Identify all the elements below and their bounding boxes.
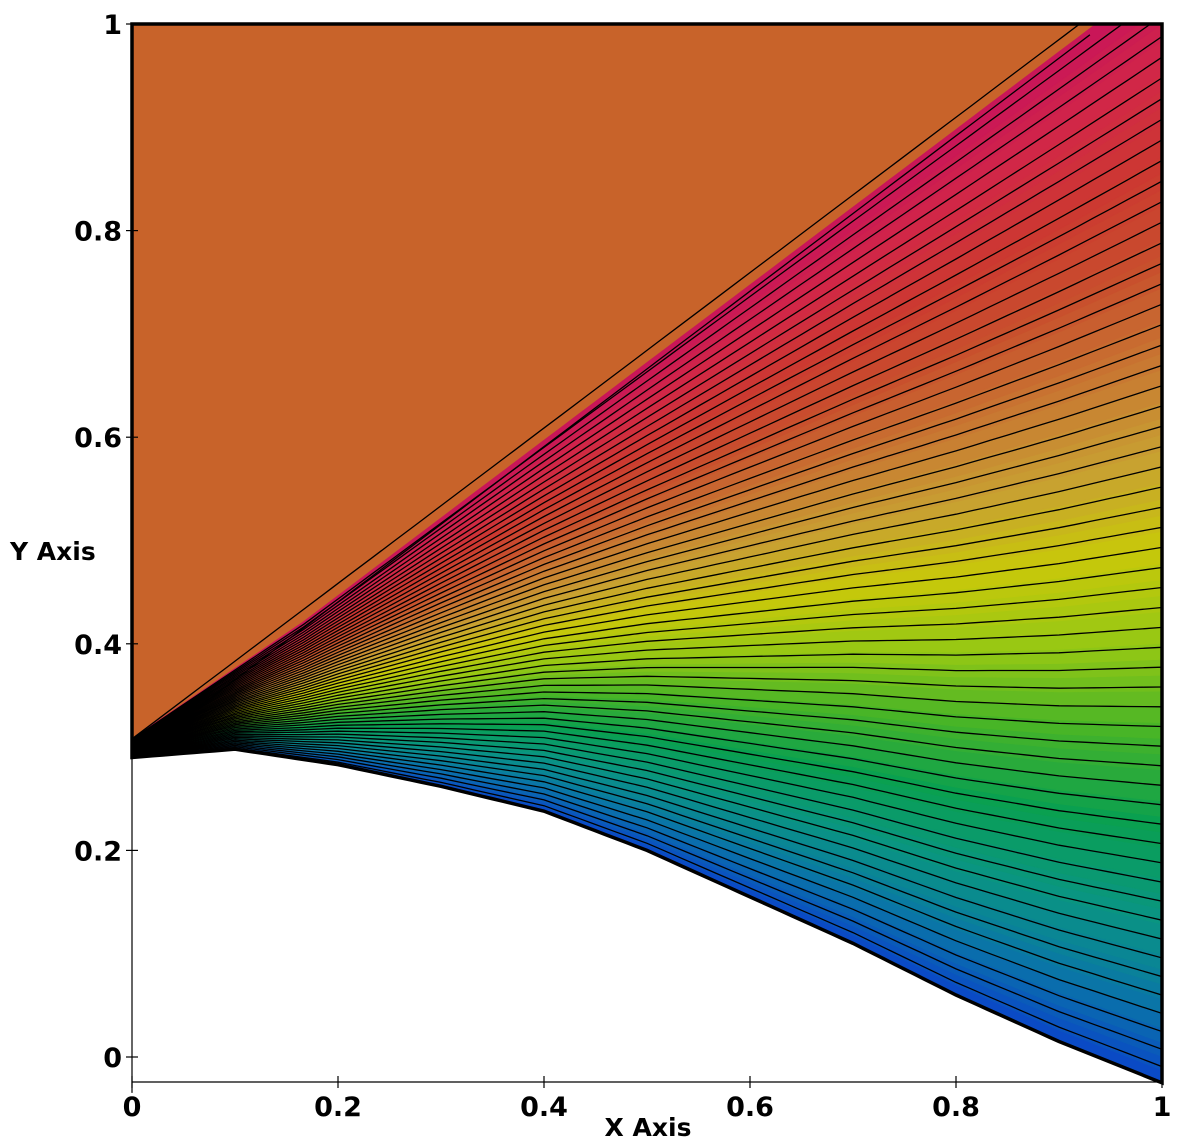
contour-line: [132, 425, 1162, 747]
contour-line: [132, 323, 1162, 746]
contour-line: [132, 139, 1162, 743]
contour-line: [132, 180, 1162, 743]
contour-line: [132, 746, 1162, 1050]
contour-line: [132, 730, 1162, 864]
contour-line: [132, 526, 1162, 749]
contour-line: [132, 586, 1162, 750]
contour-lines: [132, 24, 1162, 1068]
contour-line: [132, 242, 1162, 744]
contour-line: [132, 743, 1162, 1015]
contour-line: [132, 466, 1162, 748]
y-tick-label: 1: [103, 10, 122, 41]
y-tick-label: 0.8: [74, 217, 122, 248]
contour-line: [132, 711, 1162, 786]
contour-line: [132, 221, 1162, 744]
contour-line: [132, 35, 1162, 741]
contour-line: [132, 506, 1162, 749]
y-axis-title: Y Axis: [9, 537, 96, 566]
contour-line: [132, 740, 1162, 978]
contour-line: [132, 98, 1162, 742]
shock-contour-line: [132, 34, 1091, 758]
contour-line: [132, 77, 1162, 742]
contour-line: [132, 744, 1162, 1033]
contour-line: [132, 727, 1162, 845]
plot-frame: [130, 22, 1164, 1086]
y-tick-label: 0: [103, 1043, 122, 1074]
x-tick-label: 1: [1153, 1092, 1172, 1123]
contour-line: [132, 566, 1162, 750]
contour-line: [132, 118, 1162, 742]
contour-line: [132, 262, 1162, 745]
contour-line: [132, 201, 1162, 744]
contour-line: [132, 675, 1162, 752]
domain-border: [130, 22, 1164, 1086]
contour-line: [132, 736, 1162, 921]
contour-line: [132, 606, 1162, 751]
x-tick-label: 0.6: [726, 1092, 774, 1123]
contour-line: [132, 56, 1162, 741]
shock-contour-line: [132, 24, 1091, 740]
contour-line: [132, 364, 1162, 746]
contour-line: [132, 723, 1162, 825]
contour-line: [132, 283, 1162, 745]
contour-line: [132, 747, 1162, 1068]
contour-line: [132, 646, 1162, 751]
contour-line: [132, 739, 1162, 959]
contour-line: [132, 717, 1162, 806]
contour-line: [132, 546, 1162, 750]
contour-line: [132, 626, 1162, 751]
y-tick-label: 0.4: [74, 630, 122, 661]
contour-line: [132, 666, 1162, 752]
contour-line: [132, 684, 1162, 752]
contour-line: [132, 405, 1162, 747]
contour-line: [132, 385, 1162, 747]
contour-line: [132, 344, 1162, 746]
axes: 0 0.2 0.4 0.6 0.8 1 0 0.2 0.4 0.6 0.8 1: [74, 10, 1171, 1123]
contour-line: [132, 486, 1162, 749]
field-fill: [132, 24, 1162, 1083]
contour-line: [132, 738, 1162, 940]
x-tick-label: 0.8: [932, 1092, 980, 1123]
contour-line: [132, 24, 1162, 741]
contour-line: [132, 704, 1162, 767]
contour-line: [132, 24, 1162, 740]
contour-line: [132, 697, 1162, 753]
x-axis-title: X Axis: [605, 1113, 692, 1142]
y-tick-label: 0.2: [74, 836, 122, 867]
contour-line: [132, 733, 1162, 883]
contour-line: [132, 159, 1162, 743]
contour-line: [132, 742, 1162, 996]
y-tick-label: 0.6: [74, 423, 122, 454]
field-band: [132, 24, 1162, 741]
x-tick-label: 0: [123, 1092, 142, 1123]
contour-line: [132, 303, 1162, 745]
contour-line: [132, 735, 1162, 902]
x-tick-label: 0.2: [314, 1092, 362, 1123]
x-tick-label: 0.4: [520, 1092, 568, 1123]
contour-line: [132, 445, 1162, 748]
contour-line: [132, 691, 1162, 753]
